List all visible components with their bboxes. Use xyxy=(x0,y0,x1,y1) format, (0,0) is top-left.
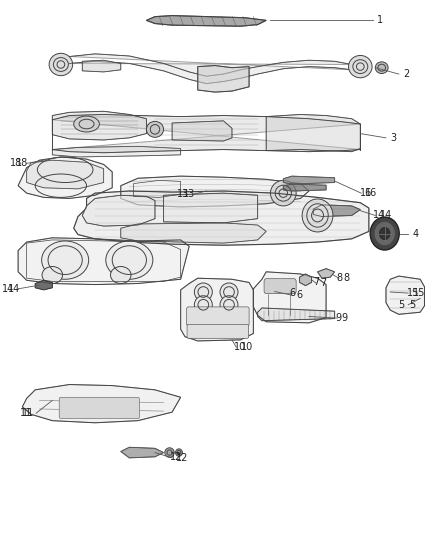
Text: 8: 8 xyxy=(337,273,343,282)
Text: 3: 3 xyxy=(390,133,396,143)
Polygon shape xyxy=(18,157,112,198)
Ellipse shape xyxy=(374,221,396,246)
Text: 15: 15 xyxy=(406,287,419,297)
Text: 14: 14 xyxy=(2,284,14,294)
Ellipse shape xyxy=(49,53,73,76)
Text: 14: 14 xyxy=(380,211,392,221)
Text: 1: 1 xyxy=(378,15,384,26)
Polygon shape xyxy=(253,272,326,323)
Ellipse shape xyxy=(370,217,399,250)
Polygon shape xyxy=(121,223,266,243)
Ellipse shape xyxy=(349,55,372,78)
Ellipse shape xyxy=(220,296,238,314)
Polygon shape xyxy=(258,308,335,321)
Text: 11: 11 xyxy=(20,408,32,418)
Polygon shape xyxy=(386,276,424,314)
Text: 4: 4 xyxy=(413,229,419,239)
Ellipse shape xyxy=(194,283,212,301)
Polygon shape xyxy=(52,115,360,153)
Ellipse shape xyxy=(110,266,131,284)
Text: 7: 7 xyxy=(320,278,326,288)
FancyBboxPatch shape xyxy=(187,307,249,326)
Text: 10: 10 xyxy=(240,342,253,352)
Ellipse shape xyxy=(176,449,182,456)
Polygon shape xyxy=(52,111,146,140)
Ellipse shape xyxy=(165,448,174,457)
Polygon shape xyxy=(313,205,360,216)
Ellipse shape xyxy=(146,122,163,138)
Polygon shape xyxy=(82,60,121,72)
Text: 18: 18 xyxy=(10,158,22,168)
Text: 15: 15 xyxy=(413,288,425,298)
Polygon shape xyxy=(283,184,326,191)
Text: 14: 14 xyxy=(7,284,20,294)
Polygon shape xyxy=(18,238,189,285)
Text: 6: 6 xyxy=(290,288,296,298)
Ellipse shape xyxy=(42,241,88,279)
FancyBboxPatch shape xyxy=(59,397,140,418)
Polygon shape xyxy=(74,191,369,245)
Polygon shape xyxy=(180,278,253,341)
Polygon shape xyxy=(163,193,258,223)
Text: 10: 10 xyxy=(234,342,246,352)
Text: 5: 5 xyxy=(398,300,404,310)
Polygon shape xyxy=(283,176,335,184)
Text: 11: 11 xyxy=(22,408,34,418)
Text: 8: 8 xyxy=(343,273,350,283)
FancyBboxPatch shape xyxy=(264,279,296,294)
Text: 9: 9 xyxy=(342,313,348,323)
Polygon shape xyxy=(172,121,232,141)
Polygon shape xyxy=(121,176,309,207)
Text: 9: 9 xyxy=(336,312,342,322)
Text: 5: 5 xyxy=(410,300,416,310)
Polygon shape xyxy=(300,274,311,286)
Polygon shape xyxy=(22,384,180,423)
Text: 12: 12 xyxy=(170,453,183,462)
Ellipse shape xyxy=(106,241,153,279)
Ellipse shape xyxy=(42,266,63,284)
FancyBboxPatch shape xyxy=(187,325,249,338)
Text: 13: 13 xyxy=(177,189,189,199)
Text: 18: 18 xyxy=(16,158,28,168)
Text: 13: 13 xyxy=(183,189,195,199)
Ellipse shape xyxy=(375,62,388,74)
Polygon shape xyxy=(318,269,335,278)
Ellipse shape xyxy=(74,116,99,132)
Text: 7: 7 xyxy=(313,278,319,287)
Polygon shape xyxy=(198,66,249,92)
Polygon shape xyxy=(35,280,52,290)
Ellipse shape xyxy=(194,296,212,314)
Text: 16: 16 xyxy=(365,188,378,198)
Ellipse shape xyxy=(302,199,333,232)
Text: 12: 12 xyxy=(177,453,189,463)
Text: 2: 2 xyxy=(403,69,410,79)
Text: 6: 6 xyxy=(296,290,302,300)
Polygon shape xyxy=(82,195,155,226)
Polygon shape xyxy=(146,15,266,26)
Ellipse shape xyxy=(379,228,390,240)
Polygon shape xyxy=(70,54,352,84)
Ellipse shape xyxy=(220,283,238,301)
Text: 16: 16 xyxy=(360,188,372,198)
Text: 14: 14 xyxy=(373,210,385,220)
Polygon shape xyxy=(52,147,180,157)
Polygon shape xyxy=(121,447,163,458)
Polygon shape xyxy=(27,160,104,189)
Ellipse shape xyxy=(271,180,296,206)
Polygon shape xyxy=(266,115,360,152)
